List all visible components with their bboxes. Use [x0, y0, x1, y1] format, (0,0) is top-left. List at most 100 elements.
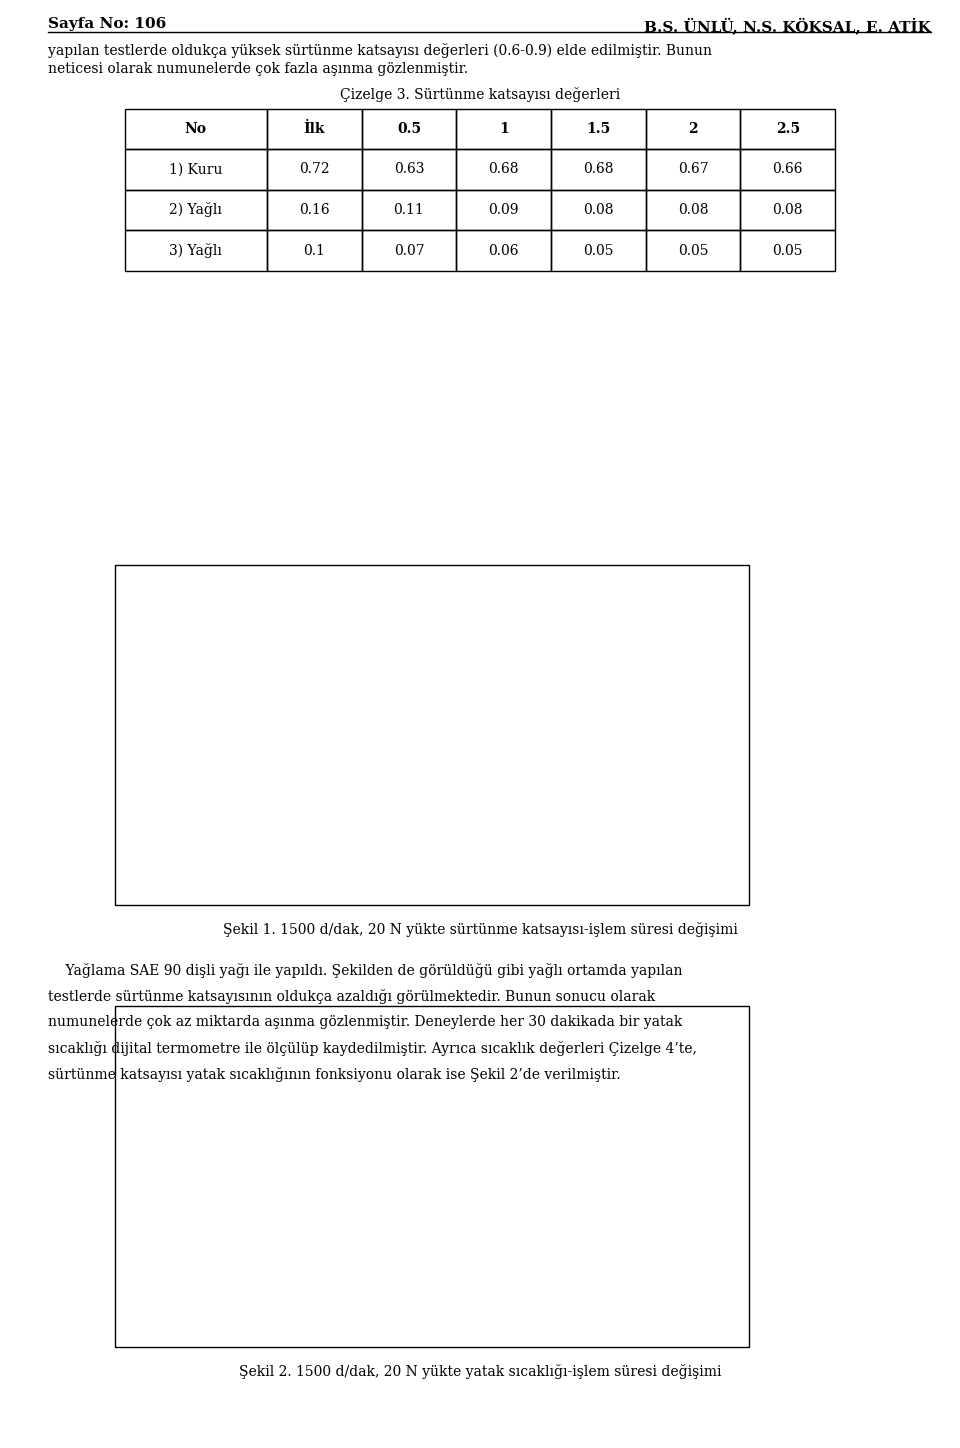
Bar	[740, 230, 835, 271]
Bar	[125, 230, 267, 271]
Bar	[740, 190, 835, 230]
1(kuru)	[541, 1048, 553, 1066]
Text: 0.66: 0.66	[773, 162, 804, 177]
Bar	[646, 109, 740, 149]
X-axis label: İşlem süresi (h): İşlem süresi (h)	[406, 876, 516, 893]
1(kuru)	[369, 1041, 380, 1058]
Text: yapılan testlerde oldukça yüksek sürtünme katsayısı değerleri (0.6-0.9) elde edi: yapılan testlerde oldukça yüksek sürtünm…	[48, 43, 712, 58]
Bar	[551, 149, 646, 190]
Line: 2(yağlı): 2(yağlı)	[198, 1174, 637, 1206]
Bar	[362, 109, 456, 149]
2(yağlı)	[628, 812, 639, 830]
Text: 0.05: 0.05	[678, 243, 708, 258]
Text: Çizelge 3. Sürtünme katsayısı değerleri: Çizelge 3. Sürtünme katsayısı değerleri	[340, 87, 620, 101]
Line: 3(yağlı): 3(yağlı)	[198, 1170, 637, 1199]
Bar	[740, 109, 835, 149]
Text: 0.07: 0.07	[394, 243, 424, 258]
Text: testlerde sürtünme katsayısının oldukça azaldığı görülmektedir. Bunun sonucu ola: testlerde sürtünme katsayısının oldukça …	[48, 989, 656, 1003]
1(kuru)	[541, 620, 553, 637]
3(yağlı)	[369, 820, 380, 837]
Bar	[646, 230, 740, 271]
Line: 1(kuru): 1(kuru)	[198, 1045, 637, 1195]
Text: 1) Kuru: 1) Kuru	[169, 162, 223, 177]
Text: B.S. ÜNLÜ, N.S. KÖKSAL, E. ATİK: B.S. ÜNLÜ, N.S. KÖKSAL, E. ATİK	[644, 17, 931, 35]
2(yağlı)	[369, 1170, 380, 1187]
Text: 0.68: 0.68	[489, 162, 519, 177]
Line: 3(yağlı): 3(yağlı)	[198, 811, 637, 835]
Bar	[551, 190, 646, 230]
1(kuru)	[369, 617, 380, 634]
Bar	[267, 230, 362, 271]
Bar	[551, 230, 646, 271]
Text: 0.63: 0.63	[394, 162, 424, 177]
Text: No: No	[185, 122, 206, 136]
Text: 0.5: 0.5	[396, 122, 421, 136]
1(kuru)	[282, 1058, 294, 1076]
2(yağlı)	[196, 1193, 207, 1211]
Line: 1(kuru): 1(kuru)	[198, 608, 637, 646]
Text: 2) Yağlı: 2) Yağlı	[169, 203, 223, 217]
2(yağlı)	[282, 802, 294, 820]
Text: 0.11: 0.11	[394, 203, 424, 217]
Text: 0.08: 0.08	[773, 203, 804, 217]
Text: İlk: İlk	[303, 122, 325, 136]
3(yağlı)	[628, 822, 639, 840]
Text: 0.67: 0.67	[678, 162, 708, 177]
Line: 2(yağlı): 2(yağlı)	[198, 791, 637, 825]
Y-axis label: Yatak sıcaklığı (oC): Yatak sıcaklığı (oC)	[145, 1090, 160, 1226]
Bar	[362, 149, 456, 190]
Text: 0.08: 0.08	[678, 203, 708, 217]
Text: 0.05: 0.05	[773, 243, 804, 258]
Bar	[267, 109, 362, 149]
Bar	[125, 190, 267, 230]
3(yağlı)	[282, 815, 294, 833]
Legend: 1(kuru), 2(yağlı), 3(yağlı): 1(kuru), 2(yağlı), 3(yağlı)	[610, 682, 713, 752]
3(yağlı)	[455, 822, 467, 840]
Y-axis label: Sürtünme Katsayısı(m): Sürtünme Katsayısı(m)	[150, 636, 164, 798]
2(yağlı)	[541, 812, 553, 830]
Text: numunelerde çok az miktarda aşınma gözlenmiştir. Deneylerde her 30 dakikada bir : numunelerde çok az miktarda aşınma gözle…	[48, 1015, 683, 1030]
Text: Sayfa No: 106: Sayfa No: 106	[48, 17, 166, 32]
2(yağlı)	[628, 1170, 639, 1187]
Bar	[456, 149, 551, 190]
Bar	[456, 190, 551, 230]
3(yağlı)	[196, 1187, 207, 1205]
1(kuru)	[628, 1051, 639, 1069]
Text: 0.16: 0.16	[299, 203, 329, 217]
Bar	[646, 149, 740, 190]
Text: 3) Yağlı: 3) Yağlı	[169, 243, 223, 258]
Bar	[551, 109, 646, 149]
Bar	[456, 230, 551, 271]
2(yağlı)	[282, 1171, 294, 1189]
Text: 2.5: 2.5	[776, 122, 800, 136]
Bar	[267, 149, 362, 190]
3(yağlı)	[282, 1164, 294, 1182]
3(yağlı)	[196, 805, 207, 822]
3(yağlı)	[369, 1167, 380, 1184]
Text: 0.72: 0.72	[299, 162, 329, 177]
2(yağlı)	[455, 812, 467, 830]
Text: Şekil 1. 1500 d/dak, 20 N yükte sürtünme katsayısı-işlem süresi değişimi: Şekil 1. 1500 d/dak, 20 N yükte sürtünme…	[223, 922, 737, 937]
2(yağlı)	[455, 1176, 467, 1193]
Text: neticesi olarak numunelerde çok fazla aşınma gözlenmiştir.: neticesi olarak numunelerde çok fazla aş…	[48, 62, 468, 77]
Text: sıcaklığı dijital termometre ile ölçülüp kaydedilmiştir. Ayrıca sıcaklık değerle: sıcaklığı dijital termometre ile ölçülüp…	[48, 1041, 697, 1056]
Text: Yağlama SAE 90 dişli yağı ile yapıldı. Şekilden de görüldüğü gibi yağlı ortamda : Yağlama SAE 90 dişli yağı ile yapıldı. Ş…	[48, 963, 683, 977]
Text: 0.09: 0.09	[489, 203, 519, 217]
Bar	[267, 190, 362, 230]
Text: Şekil 2. 1500 d/dak, 20 N yükte yatak sıcaklığı-işlem süresi değişimi: Şekil 2. 1500 d/dak, 20 N yükte yatak sı…	[239, 1364, 721, 1378]
Text: sürtünme katsayısı yatak sıcaklığının fonksiyonu olarak ise Şekil 2’de verilmişt: sürtünme katsayısı yatak sıcaklığının fo…	[48, 1067, 620, 1082]
Text: 0.08: 0.08	[583, 203, 613, 217]
1(kuru)	[196, 604, 207, 621]
1(kuru)	[282, 633, 294, 650]
2(yağlı)	[541, 1176, 553, 1193]
2(yağlı)	[196, 786, 207, 804]
3(yağlı)	[455, 1170, 467, 1187]
Text: 0.06: 0.06	[489, 243, 519, 258]
2(yağlı)	[369, 809, 380, 827]
Bar	[125, 109, 267, 149]
Bar	[125, 149, 267, 190]
X-axis label: İşlem süresi (h): İşlem süresi (h)	[406, 1318, 516, 1335]
Bar	[456, 109, 551, 149]
Text: 1: 1	[499, 122, 509, 136]
Bar	[740, 149, 835, 190]
